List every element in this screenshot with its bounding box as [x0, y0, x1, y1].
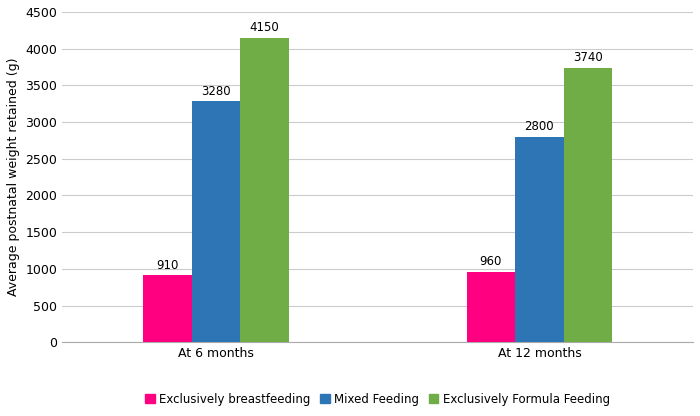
Text: 3740: 3740	[573, 51, 603, 64]
Text: 910: 910	[156, 259, 178, 272]
Bar	[143, 275, 192, 342]
Bar	[240, 37, 288, 342]
Text: 3280: 3280	[201, 85, 231, 98]
Text: 2800: 2800	[524, 120, 554, 133]
Text: 960: 960	[480, 255, 502, 268]
Bar	[515, 137, 564, 342]
Bar	[192, 102, 240, 342]
Bar	[467, 272, 515, 342]
Text: 4150: 4150	[249, 21, 279, 34]
Y-axis label: Average postnatal weight retained (g): Average postnatal weight retained (g)	[7, 58, 20, 296]
Legend: Exclusively breastfeeding, Mixed Feeding, Exclusively Formula Feeding: Exclusively breastfeeding, Mixed Feeding…	[141, 388, 615, 410]
Bar	[564, 68, 612, 342]
